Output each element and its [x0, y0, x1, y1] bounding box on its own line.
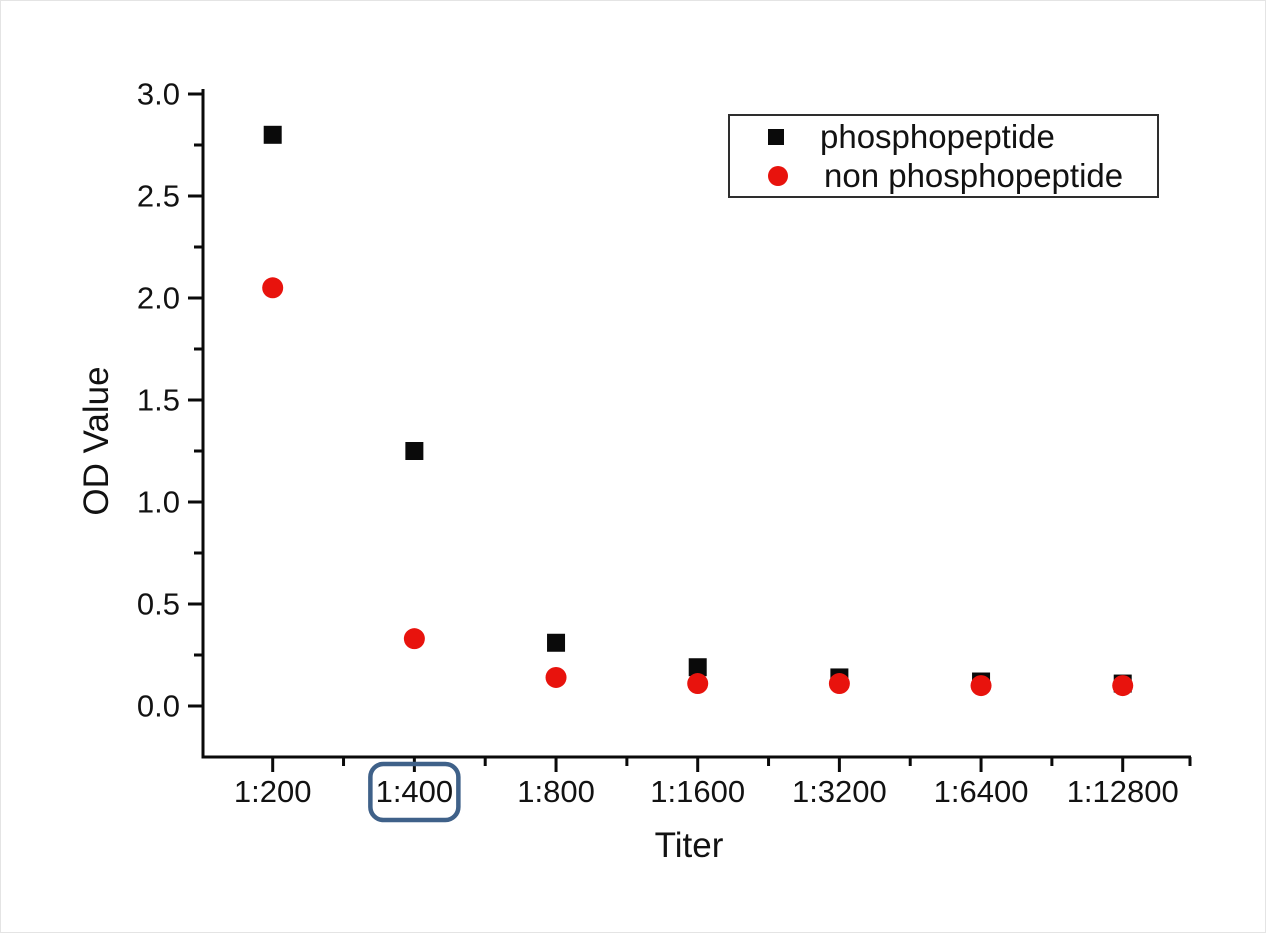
data-point-non-phosphopeptide-1:200: [262, 277, 284, 299]
data-point-non-phosphopeptide-1:3200: [828, 673, 850, 695]
x-tick-label: 1:400: [376, 774, 454, 809]
y-tick-label: 0.0: [137, 689, 180, 724]
legend-marker-circle-icon: [768, 165, 788, 186]
data-point-non-phosphopeptide-1:400: [403, 628, 425, 650]
y-tick-label: 0.5: [137, 587, 180, 622]
x-tick-label: 1:12800: [1067, 774, 1179, 809]
x-tick-label: 1:6400: [934, 774, 1029, 809]
data-point-phosphopeptide-1:200: [263, 125, 282, 144]
data-point-non-phosphopeptide-1:1600: [687, 673, 709, 695]
y-axis-title: OD Value: [77, 366, 116, 516]
legend-marker-square-icon: [768, 128, 784, 145]
data-point-non-phosphopeptide-1:800: [545, 666, 567, 688]
legend-label-non-phosphopeptide: non phosphopeptide: [824, 156, 1124, 194]
x-tick-label: 1:1600: [650, 774, 745, 809]
x-tick-label: 1:3200: [792, 774, 887, 809]
data-point-phosphopeptide-1:800: [547, 633, 566, 652]
data-point-non-phosphopeptide-1:12800: [1112, 675, 1134, 697]
data-point-non-phosphopeptide-1:6400: [970, 675, 992, 697]
data-point-phosphopeptide-1:1600: [688, 658, 707, 677]
legend: phosphopeptide non phosphopeptide: [728, 114, 1159, 198]
highlight-box-1-400[interactable]: [368, 761, 461, 823]
y-tick-label: 1.5: [137, 383, 180, 418]
data-point-phosphopeptide-1:400: [405, 442, 424, 460]
x-axis-title: Titer: [654, 826, 724, 865]
y-tick-label: 3.0: [137, 77, 180, 112]
y-tick-label: 2.0: [137, 281, 180, 316]
x-tick-label: 1:200: [234, 774, 312, 809]
legend-item-non-phosphopeptide: non phosphopeptide: [730, 156, 1157, 195]
y-tick-label: 1.0: [137, 485, 180, 520]
y-tick-label: 2.5: [137, 179, 180, 214]
x-tick-label: 1:800: [517, 774, 595, 809]
legend-item-phosphopeptide: phosphopeptide: [730, 117, 1157, 156]
legend-label-phosphopeptide: phosphopeptide: [820, 117, 1055, 155]
